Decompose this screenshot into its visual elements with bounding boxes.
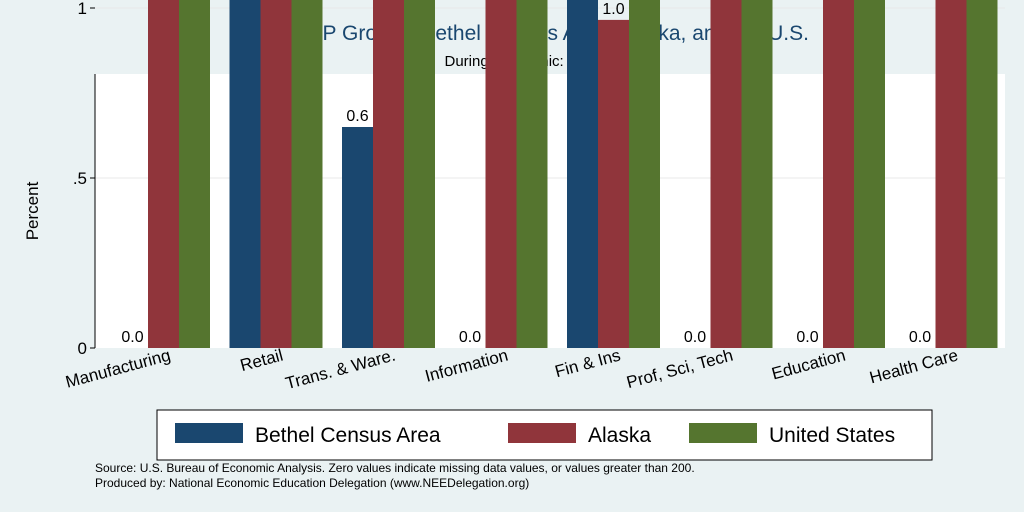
bar-bethel — [342, 127, 373, 348]
legend: Bethel Census Area Alaska United States — [156, 409, 933, 461]
bar-bethel — [229, 0, 261, 348]
bar-alaska — [598, 19, 629, 349]
y-axis-ticks: 0.511.5 — [73, 0, 95, 358]
legend-swatch-alaska — [508, 423, 576, 443]
data-label-alaska: 1.0 — [602, 1, 624, 18]
bar-alaska — [823, 0, 854, 349]
legend-label-alaska: Alaska — [588, 424, 651, 447]
bar-us — [854, 0, 885, 349]
data-label-bethel: 0.6 — [346, 108, 368, 125]
bar-us — [179, 0, 210, 348]
bar-bethel — [567, 0, 598, 349]
legend-swatch-us — [689, 423, 757, 443]
legend-label-us: United States — [769, 424, 895, 447]
legend-label-bethel: Bethel Census Area — [255, 424, 441, 447]
source-note: Source: U.S. Bureau of Economic Analysis… — [95, 461, 695, 475]
data-labels-group: 0.01.11.21.31.21.30.61.31.30.01.21.21.21… — [121, 1, 931, 346]
data-label-bethel: 0.0 — [909, 329, 931, 346]
bars-group — [148, 0, 998, 349]
bar-us — [404, 0, 435, 349]
y-tick-label: 1 — [78, 0, 87, 18]
bar-us — [966, 0, 998, 349]
bar-alaska — [148, 0, 179, 349]
y-tick-label: 0 — [78, 339, 87, 358]
bar-alaska — [710, 0, 742, 349]
data-label-bethel: 0.0 — [796, 329, 818, 346]
bar-alaska — [373, 0, 404, 349]
legend-swatch-bethel — [175, 423, 243, 443]
bar-us — [291, 0, 323, 348]
produced-by-note: Produced by: National Economic Education… — [95, 476, 529, 490]
data-label-bethel: 0.0 — [684, 329, 706, 346]
data-label-bethel: 0.0 — [459, 329, 481, 346]
bar-us — [516, 0, 548, 348]
bar-alaska — [935, 0, 967, 348]
bar-alaska — [260, 0, 292, 348]
bar-alaska — [485, 0, 517, 348]
data-label-bethel: 0.0 — [121, 329, 143, 346]
bar-us — [629, 0, 660, 348]
bar-us — [741, 0, 773, 349]
y-axis-label: Percent — [23, 181, 42, 240]
y-tick-label: .5 — [73, 169, 87, 188]
